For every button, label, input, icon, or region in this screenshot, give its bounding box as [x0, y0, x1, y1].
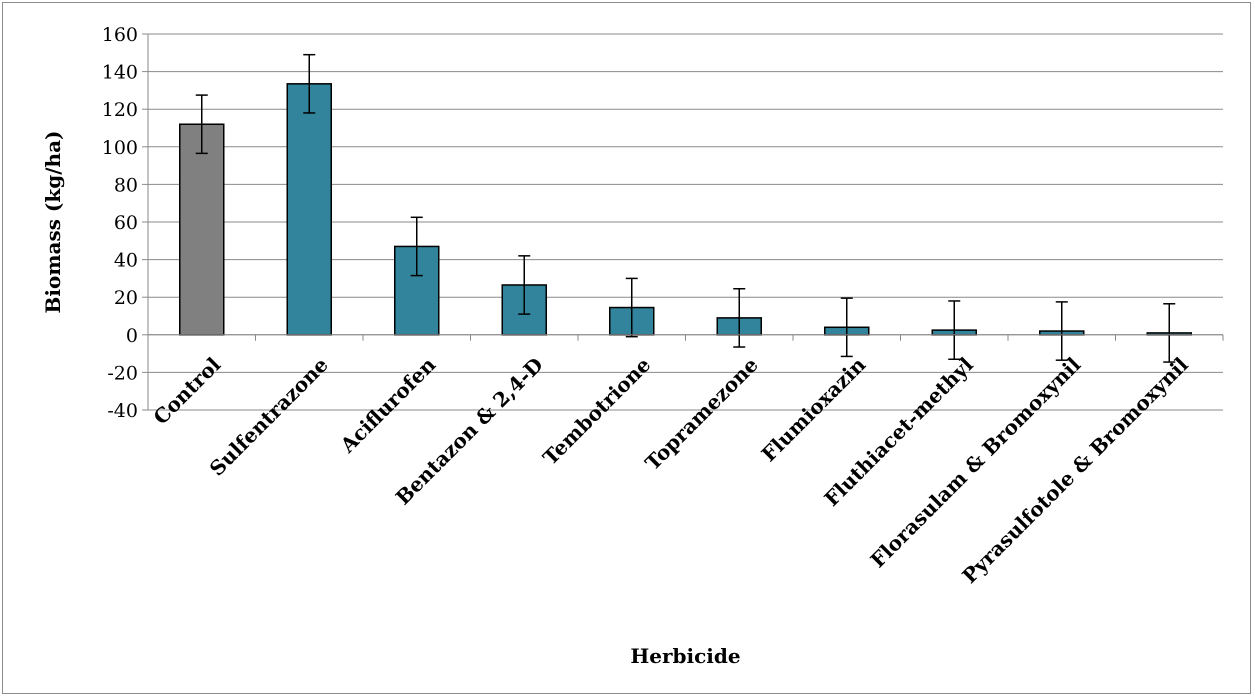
y-tick-label: 0 — [126, 325, 138, 347]
category-label: Topramezone — [640, 353, 763, 476]
category-label: Pyrasulfotole & Bromoxynil — [957, 352, 1193, 588]
y-tick-label: -40 — [107, 400, 138, 422]
x-axis-title: Herbicide — [630, 644, 740, 668]
category-label: Florasulam & Bromoxynil — [866, 352, 1086, 572]
category-label: Aciflurofen — [335, 352, 441, 458]
y-tick-label: 20 — [114, 287, 138, 309]
category-label: Flumioxazin — [757, 352, 871, 466]
y-tick-label: 120 — [102, 99, 138, 121]
y-tick-labels: -40 -20 0 20 40 60 80 100 120 140 160 — [102, 24, 138, 422]
error-bars — [195, 53, 1176, 363]
bar — [179, 123, 225, 336]
y-axis-title: Biomass (kg/ha) — [41, 130, 65, 313]
y-tick-label: 60 — [114, 212, 138, 234]
y-tick-label: -20 — [107, 362, 138, 384]
y-tick-label: 160 — [102, 24, 138, 46]
category-label: Sulfentrazone — [205, 353, 333, 481]
y-tick-label: 140 — [102, 62, 138, 84]
category-label: Control — [149, 352, 226, 429]
bar — [286, 83, 332, 336]
category-label: Tembotrione — [538, 353, 655, 470]
y-tick-label: 40 — [114, 250, 138, 272]
y-tick-label: 100 — [102, 137, 138, 159]
axes — [147, 34, 1224, 410]
y-tick-label: 80 — [114, 174, 138, 196]
